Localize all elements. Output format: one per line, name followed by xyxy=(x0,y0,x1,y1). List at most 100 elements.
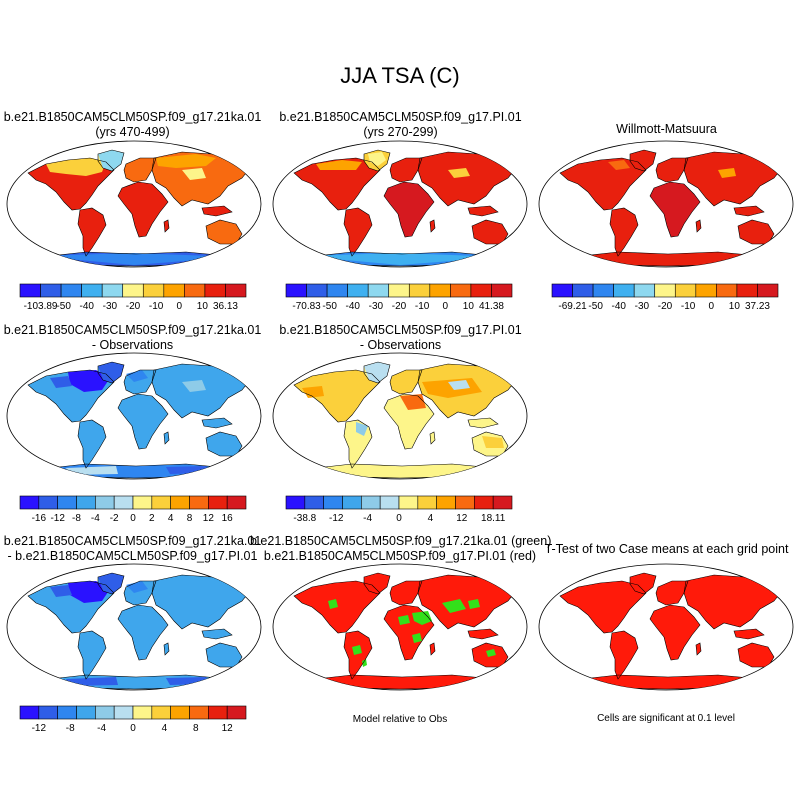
panel-1-title: b.e21.B1850CAM5CLM50SP.f09_g17.21ka.01 (… xyxy=(0,110,265,140)
colorbar-tick-label: 18.11 xyxy=(481,513,506,524)
coastline-europe xyxy=(389,157,423,183)
colorbar-swatch xyxy=(654,283,676,298)
colorbar-swatch xyxy=(367,283,390,298)
coastline-australia xyxy=(205,431,243,457)
colorbar-tick-label: -4 xyxy=(97,723,106,734)
green-significance-region xyxy=(328,599,338,609)
panel-3-title-line1: Willmott-Matsuura xyxy=(616,122,717,136)
panel-4-title-line2: - Observations xyxy=(91,338,174,352)
land-north_america xyxy=(294,370,380,422)
colorbar-tick-label: -69.21 xyxy=(558,301,587,312)
colorbar-panel-5: -38.8 -12 -4 0 4 12 18.11 xyxy=(285,495,513,524)
land-australia xyxy=(738,643,774,667)
coastline-north_america xyxy=(27,580,115,634)
colorbar-tick-label: 8 xyxy=(193,723,199,734)
coastline-africa xyxy=(117,181,169,238)
coastline-north_america xyxy=(27,369,115,423)
colorbar-swatch xyxy=(470,283,492,298)
land-south_america xyxy=(610,208,638,256)
land-europe xyxy=(124,158,156,182)
coastline-europe xyxy=(123,157,157,183)
colorbar-tick-label: 0 xyxy=(396,513,402,524)
land-australia xyxy=(206,643,242,667)
colorbar-swatch xyxy=(613,283,635,298)
land-indonesia xyxy=(202,206,232,216)
colorbar-swatch xyxy=(189,495,209,510)
colorbar-swatch xyxy=(151,705,171,720)
field-region xyxy=(50,376,72,388)
green-significance-region xyxy=(362,659,367,667)
colorbar-swatch xyxy=(38,495,58,510)
colorbar-swatch xyxy=(38,705,58,720)
land-europe xyxy=(656,158,688,182)
coastline-north_america xyxy=(293,369,381,423)
field-region xyxy=(66,677,118,686)
coastline-greenland xyxy=(629,149,657,172)
field-region xyxy=(98,362,124,383)
land-europe xyxy=(656,581,688,605)
land-south_america xyxy=(78,631,106,679)
colorbar-panel-2: -70.83 -50 -40 -30 -20 -10 0 10 41.38 xyxy=(285,283,513,312)
panel-4-title: b.e21.B1850CAM5CLM50SP.f09_g17.21ka.01 -… xyxy=(0,323,265,353)
colorbar-swatch xyxy=(208,495,228,510)
colorbar-swatch xyxy=(81,283,103,298)
colorbar-swatch xyxy=(132,495,153,510)
colorbar-tick-label: -10 xyxy=(415,301,430,312)
colorbar-tick-label: 0 xyxy=(130,723,136,734)
land-africa xyxy=(118,394,168,449)
colorbar-tick-label: 12 xyxy=(222,723,234,734)
colorbar-tick-label: -40 xyxy=(612,301,627,312)
coastline-australia xyxy=(471,219,509,245)
panel-4-title-line1: b.e21.B1850CAM5CLM50SP.f09_g17.21ka.01 xyxy=(3,323,262,337)
colorbar-tick-label: -8 xyxy=(66,723,75,734)
panel-5-title-line2: - Observations xyxy=(359,338,442,352)
coastline-greenland xyxy=(363,572,391,595)
colorbar-swatch xyxy=(204,283,226,298)
colorbar-swatch xyxy=(757,283,779,298)
colorbar-tick-label: -4 xyxy=(363,513,372,524)
colorbar-swatch xyxy=(388,283,410,298)
coastline-australia xyxy=(205,219,243,245)
coastline-madagascar xyxy=(429,219,436,233)
land-north_america xyxy=(560,581,646,633)
land-indonesia xyxy=(734,206,764,216)
colorbar-tick-label: 12 xyxy=(203,513,215,524)
land-greenland xyxy=(364,573,390,594)
coastline-south_america xyxy=(77,630,107,680)
panel-2-title-line2: (yrs 270-299) xyxy=(363,125,438,139)
land-south_america xyxy=(344,631,372,679)
coastline-greenland xyxy=(629,572,657,595)
colorbar-tick-label: -30 xyxy=(635,301,650,312)
coastline-europe xyxy=(123,369,157,395)
field-region xyxy=(182,380,206,392)
land-indonesia xyxy=(468,206,498,216)
coastline-greenland xyxy=(97,361,125,384)
land-north_america xyxy=(560,158,646,210)
coastline-south_america xyxy=(77,207,107,257)
colorbar-tick-label: 4 xyxy=(168,513,174,524)
colorbar-tick-label: -8 xyxy=(72,513,81,524)
colorbar-swatch xyxy=(285,283,307,298)
panel-5-title: b.e21.B1850CAM5CLM50SP.f09_g17.PI.01 - O… xyxy=(268,323,533,353)
colorbar-tick-label: 12 xyxy=(456,513,468,524)
colorbar-swatch xyxy=(76,495,96,510)
coastline-north_america xyxy=(293,157,381,211)
coastline-europe xyxy=(123,580,157,606)
colorbar-swatch xyxy=(208,705,228,720)
field-region xyxy=(608,160,630,170)
coastline-south_america xyxy=(343,630,373,680)
coastline-greenland xyxy=(97,572,125,595)
field-region xyxy=(98,573,124,594)
coastline-europe xyxy=(655,157,689,183)
coastline-indonesia xyxy=(201,628,233,640)
land-asia xyxy=(684,152,782,206)
panel-5-title-line1: b.e21.B1850CAM5CLM50SP.f09_g17.PI.01 xyxy=(279,323,522,337)
colorbar-swatch xyxy=(57,495,77,510)
colorbar-tick-label: -40 xyxy=(346,301,361,312)
colorbar-swatch xyxy=(189,705,209,720)
colorbar-tick-label: -38.8 xyxy=(293,513,316,524)
colorbar-tick-label: 10 xyxy=(729,301,741,312)
colorbar-swatch xyxy=(633,283,656,298)
map-panel-5 xyxy=(272,352,528,480)
panel-8-title-line1: b.e21.B1850CAM5CLM50SP.f09_g17.21ka.01 (… xyxy=(250,534,552,548)
